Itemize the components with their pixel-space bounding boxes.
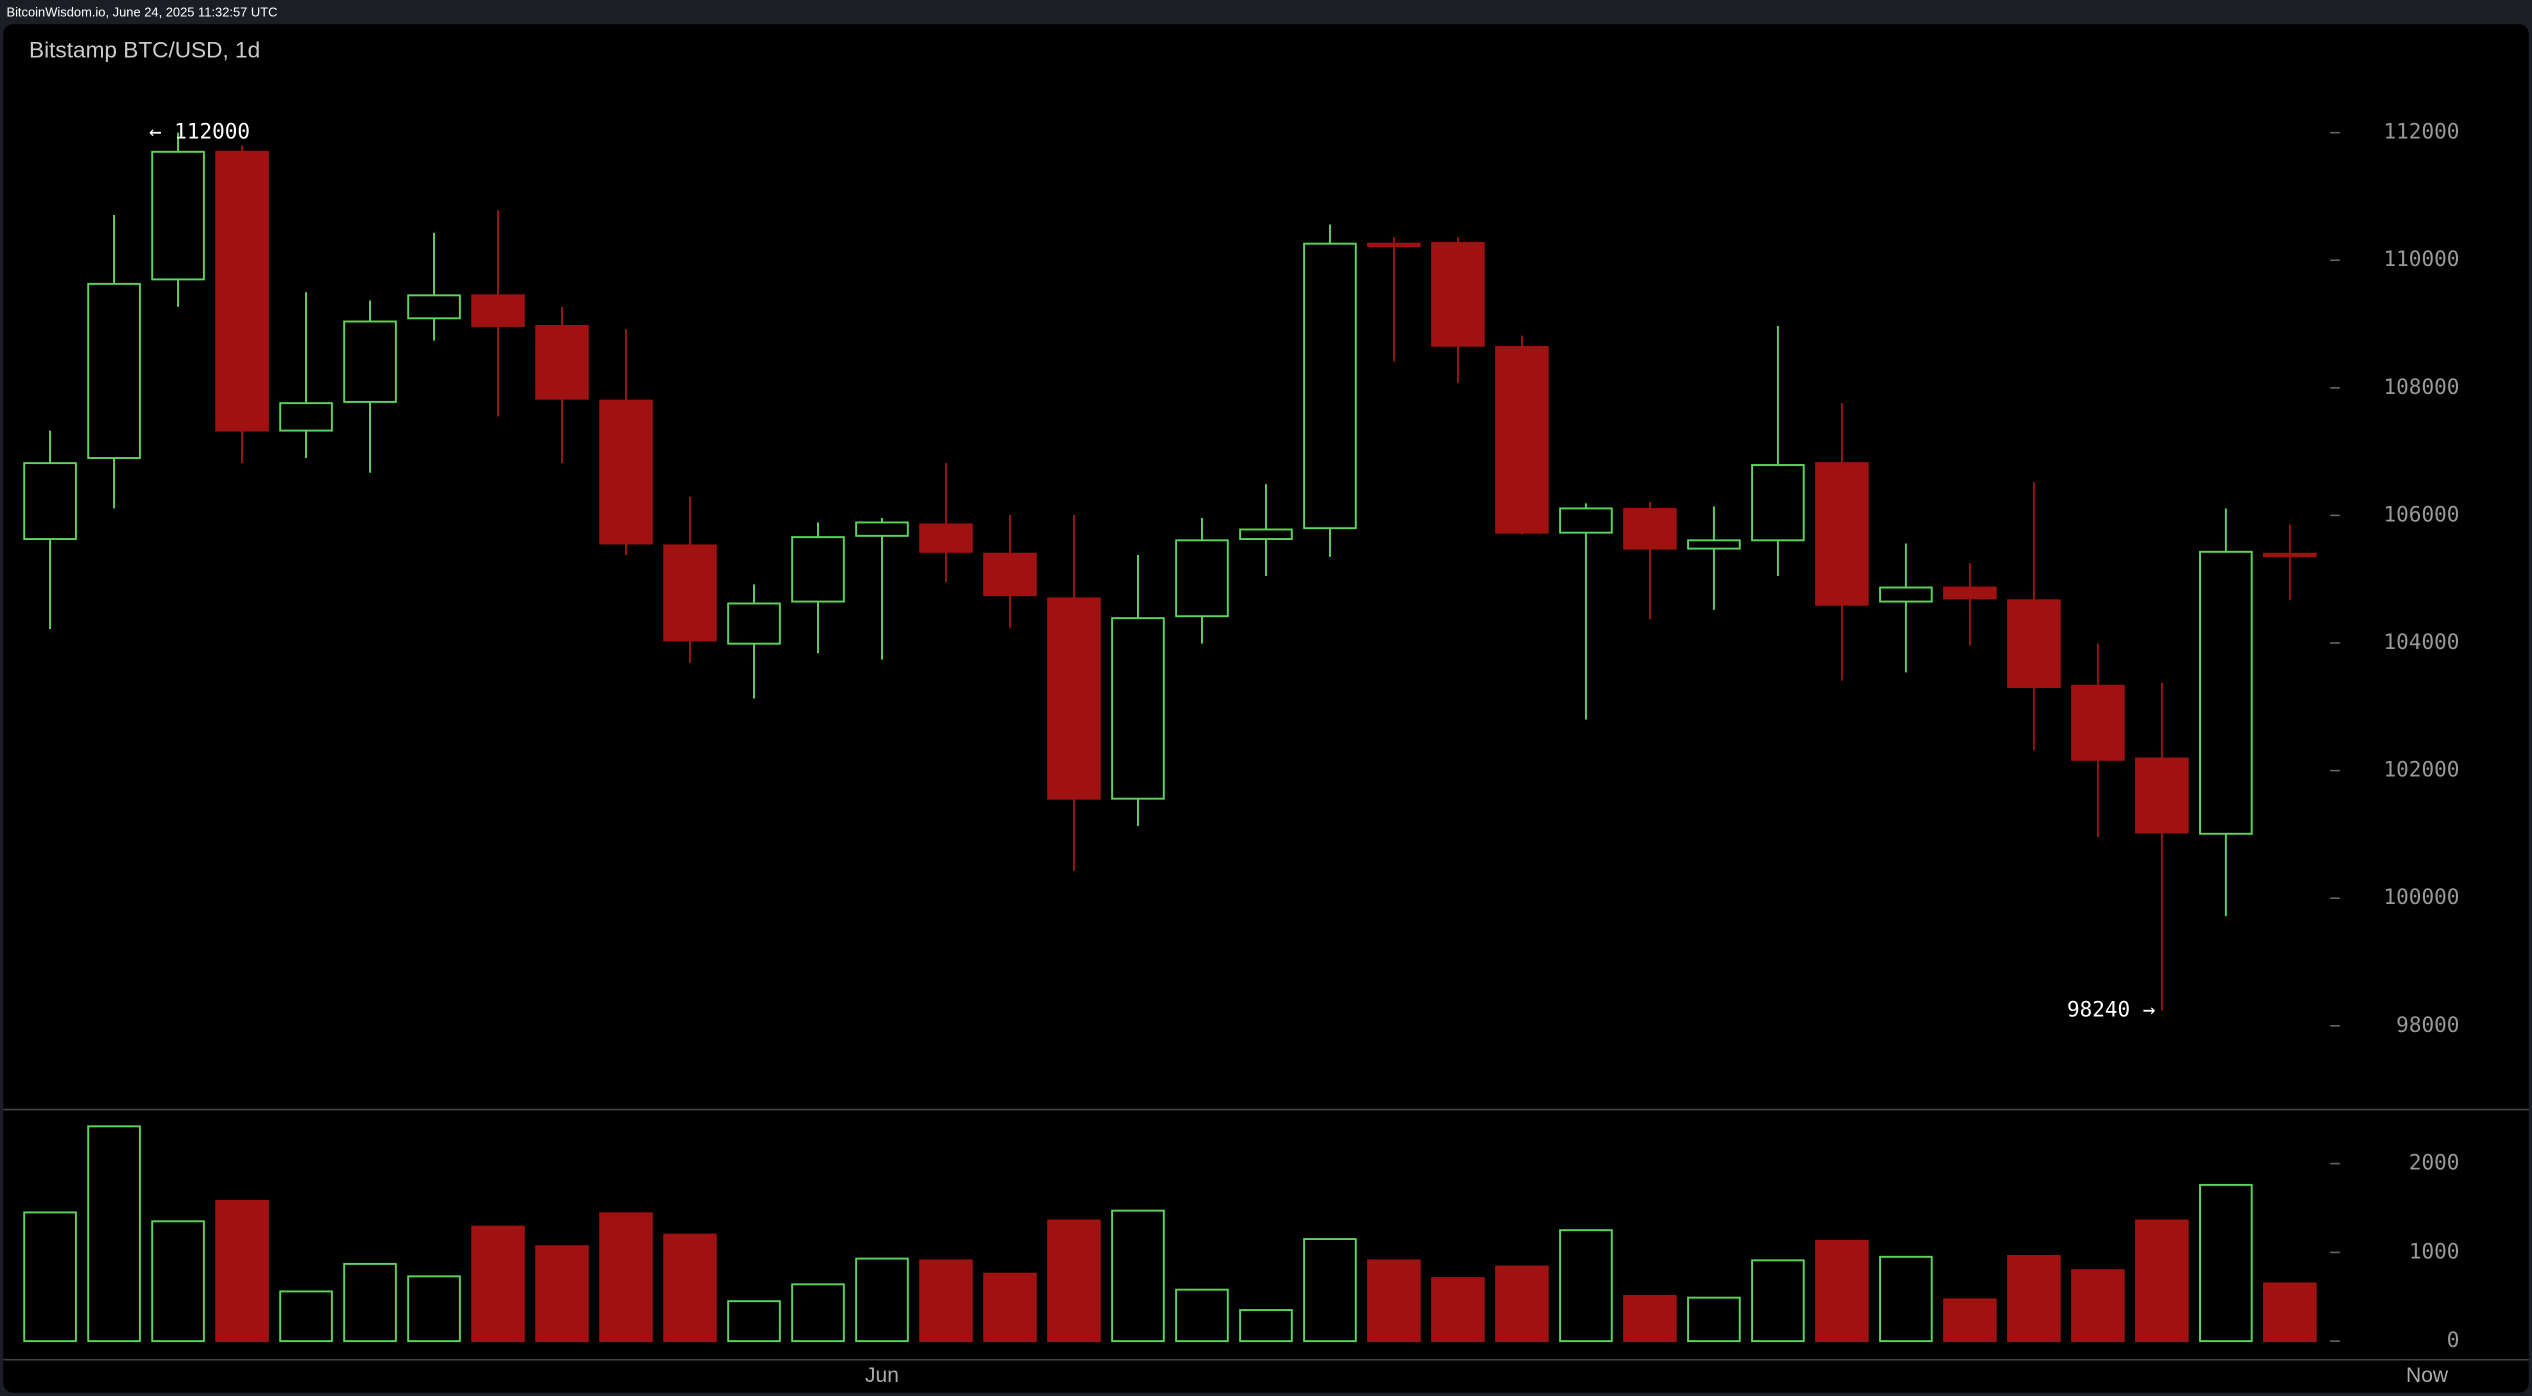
volume-bar — [151, 1220, 205, 1343]
volume-bar — [535, 1245, 589, 1343]
volume-bar — [2007, 1254, 2061, 1343]
candle-body — [87, 282, 141, 459]
candle-body — [1879, 586, 1933, 603]
volume-bar — [1111, 1209, 1165, 1343]
volume-bar — [599, 1212, 653, 1343]
volume-bar — [1239, 1309, 1293, 1343]
chart-area — [3, 24, 2529, 1393]
candle-body — [1111, 617, 1165, 800]
volume-bar — [855, 1257, 909, 1343]
candle-body — [535, 324, 589, 400]
candle-body — [663, 544, 717, 642]
now-label: Now — [2406, 1364, 2449, 1387]
candle-body — [215, 150, 269, 432]
candle-body — [1559, 507, 1613, 534]
volume-bar — [1367, 1259, 1421, 1343]
candle-body — [1175, 539, 1229, 618]
candle-body — [1431, 242, 1485, 347]
header-text: BitcoinWisdom.io, June 24, 2025 11:32:57… — [6, 4, 277, 19]
volume-bar — [1815, 1239, 1869, 1343]
x-tick-label: Jun — [865, 1364, 899, 1387]
candle-body — [2135, 757, 2189, 834]
candle-body — [1367, 242, 1421, 248]
max-label: ← 112000 — [149, 120, 250, 144]
volume-bar — [663, 1233, 717, 1343]
candle-body — [1623, 508, 1677, 550]
volume-bar — [1303, 1238, 1357, 1343]
volume-bar — [1047, 1219, 1101, 1343]
volume-bar — [1943, 1298, 1997, 1343]
volume-bar — [1431, 1277, 1485, 1343]
y-tick-label: 112000 — [2384, 120, 2460, 144]
volume-bar — [2263, 1282, 2317, 1343]
y-tick-label: 1000 — [2409, 1239, 2460, 1263]
volume-bar — [2135, 1219, 2189, 1343]
volume-bar — [279, 1290, 333, 1343]
chart-title: Bitstamp BTC/USD, 1d — [29, 38, 260, 63]
y-tick-label: 102000 — [2384, 758, 2460, 782]
y-tick-label: 100000 — [2384, 885, 2460, 909]
candle-body — [919, 523, 973, 553]
volume-bar — [1751, 1259, 1805, 1343]
candle-body — [279, 402, 333, 432]
volume-bar — [87, 1125, 141, 1343]
volume-bar — [1175, 1288, 1229, 1343]
volume-bar — [215, 1199, 269, 1343]
volume-bar — [2071, 1269, 2125, 1343]
y-tick-label: 106000 — [2384, 502, 2460, 526]
candle-body — [151, 150, 205, 281]
volume-bar — [919, 1259, 973, 1343]
candle-body — [983, 552, 1037, 597]
candle-body — [727, 602, 781, 645]
candle-body — [2199, 550, 2253, 835]
y-tick-label: 98000 — [2396, 1013, 2459, 1037]
candle-body — [1303, 242, 1357, 530]
y-tick-label: 110000 — [2384, 247, 2460, 271]
candle-body — [791, 536, 845, 603]
candle-body — [1239, 528, 1293, 541]
candle-body — [407, 294, 461, 320]
candle-body — [1047, 597, 1101, 800]
min-label: 98240 → — [2067, 997, 2155, 1021]
volume-bar — [1879, 1255, 1933, 1343]
candle-body — [2071, 684, 2125, 761]
candle-body — [1815, 462, 1869, 606]
candle-body — [2263, 552, 2317, 558]
candle-body — [2007, 599, 2061, 689]
volume-bar — [791, 1283, 845, 1343]
volume-bar — [1559, 1229, 1613, 1343]
candle-body — [1495, 346, 1549, 534]
y-tick-label: 108000 — [2384, 375, 2460, 399]
candle-body — [471, 294, 525, 327]
candle-body — [23, 462, 77, 541]
volume-bar — [407, 1275, 461, 1343]
volume-bar — [1623, 1294, 1677, 1343]
y-tick-label: 104000 — [2384, 630, 2460, 654]
candle-body — [855, 521, 909, 537]
volume-bar — [1687, 1296, 1741, 1343]
candle-body — [1687, 539, 1741, 550]
y-tick-label: 0 — [2447, 1328, 2460, 1352]
volume-bar — [471, 1225, 525, 1343]
volume-bar — [727, 1300, 781, 1343]
candle-body — [1751, 464, 1805, 542]
volume-bar — [23, 1211, 77, 1343]
candle-body — [343, 320, 397, 403]
y-tick-label: 2000 — [2409, 1151, 2460, 1175]
volume-bar — [2199, 1183, 2253, 1343]
volume-bar — [983, 1272, 1037, 1343]
candle-body — [599, 399, 653, 545]
volume-bar — [1495, 1265, 1549, 1343]
volume-bar — [343, 1262, 397, 1343]
candle-body — [1943, 586, 1997, 600]
